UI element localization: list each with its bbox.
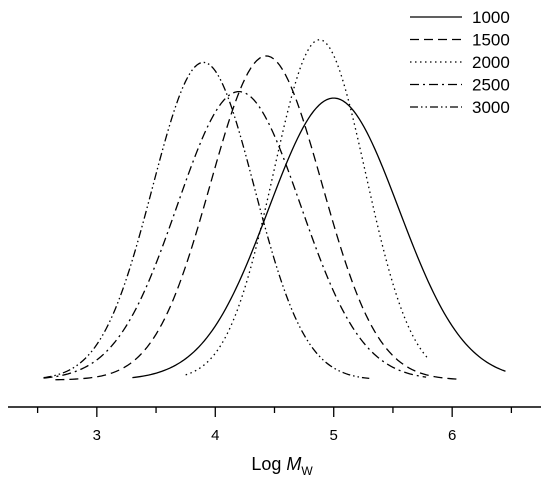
x-tick-label: 6 bbox=[448, 427, 456, 444]
x-tick-label: 4 bbox=[211, 427, 219, 444]
series-line-1500 bbox=[55, 55, 459, 381]
series-line-3000 bbox=[43, 61, 370, 380]
series-line-2500 bbox=[43, 90, 427, 379]
series-lines bbox=[43, 39, 506, 381]
legend-label-2500: 2500 bbox=[472, 76, 510, 95]
series-line-1000 bbox=[132, 97, 506, 379]
x-axis-title-prefix: Log bbox=[251, 454, 286, 474]
x-axis-title: Log MW bbox=[251, 454, 313, 478]
x-tick-label: 3 bbox=[93, 427, 101, 444]
legend-label-3000: 3000 bbox=[472, 98, 510, 117]
x-axis-title-main: M bbox=[286, 454, 301, 474]
legend-label-1500: 1500 bbox=[472, 31, 510, 50]
x-axis-title-subscript: W bbox=[301, 464, 313, 478]
x-tick-label: 5 bbox=[330, 427, 338, 444]
legend: 1000 1500 2000 2500 3000 bbox=[410, 8, 510, 117]
series-line-2000 bbox=[185, 39, 429, 376]
x-axis-ticks: 3 4 5 6 bbox=[36, 407, 513, 444]
legend-label-2000: 2000 bbox=[472, 53, 510, 72]
legend-label-1000: 1000 bbox=[472, 8, 510, 27]
